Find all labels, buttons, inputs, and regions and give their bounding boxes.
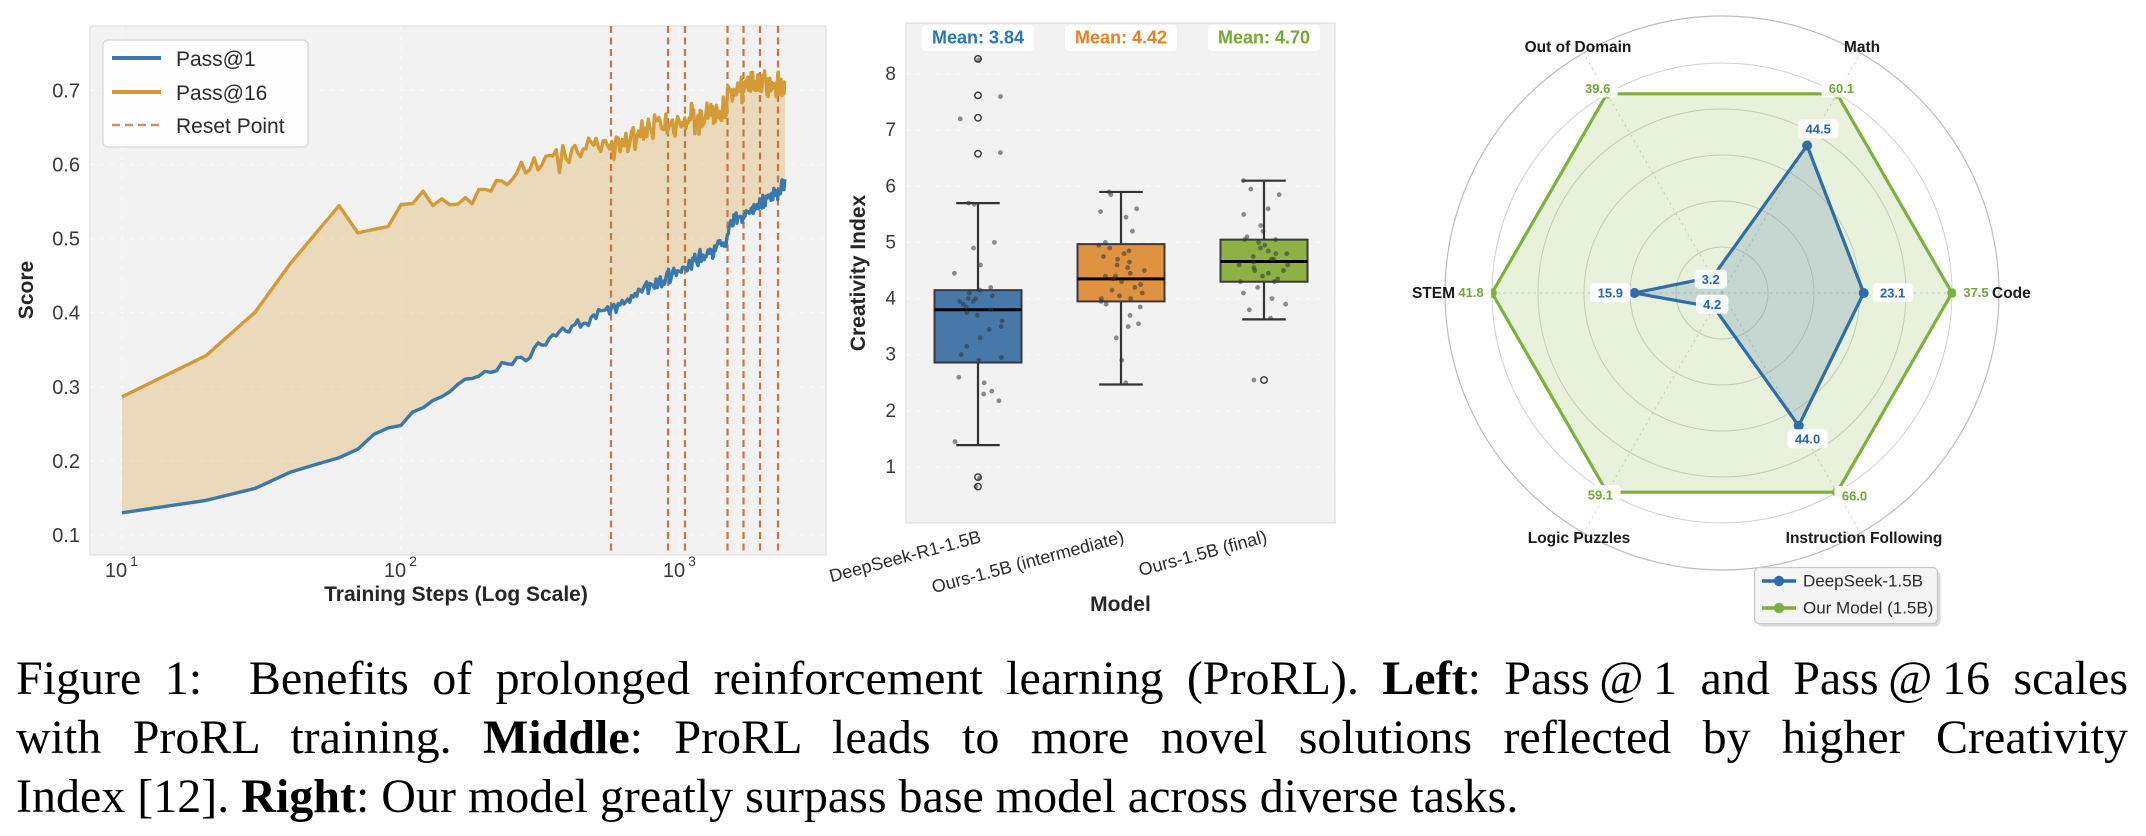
svg-text:1: 1 <box>885 457 896 478</box>
svg-text:Code: Code <box>1992 285 2031 302</box>
svg-text:10: 10 <box>384 560 406 582</box>
svg-text:Mean: 4.42: Mean: 4.42 <box>1075 28 1167 48</box>
svg-text:3: 3 <box>885 345 896 366</box>
svg-text:0.2: 0.2 <box>52 451 80 473</box>
svg-text:10: 10 <box>105 560 127 582</box>
svg-text:5: 5 <box>885 232 896 253</box>
svg-text:Out of Domain: Out of Domain <box>1525 39 1632 56</box>
svg-text:59.1: 59.1 <box>1588 487 1613 502</box>
svg-text:4: 4 <box>885 289 896 310</box>
svg-text:0.7: 0.7 <box>52 80 80 102</box>
svg-text:Creativity Index: Creativity Index <box>847 194 870 351</box>
svg-text:Mean: 4.70: Mean: 4.70 <box>1218 28 1310 48</box>
svg-text:Logic Puzzles: Logic Puzzles <box>1528 530 1631 547</box>
svg-text:41.8: 41.8 <box>1458 285 1483 300</box>
svg-text:2: 2 <box>885 401 896 422</box>
svg-text:1: 1 <box>130 553 138 569</box>
svg-text:6: 6 <box>885 176 896 197</box>
svg-text:Reset Point: Reset Point <box>176 115 285 138</box>
svg-text:60.1: 60.1 <box>1829 81 1854 96</box>
svg-text:DeepSeek-1.5B: DeepSeek-1.5B <box>1803 572 1923 591</box>
svg-text:0.3: 0.3 <box>52 377 80 399</box>
svg-text:Training Steps (Log Scale): Training Steps (Log Scale) <box>324 583 588 606</box>
svg-text:4.2: 4.2 <box>1703 297 1721 312</box>
svg-text:2: 2 <box>409 553 417 569</box>
svg-text:37.5: 37.5 <box>1963 285 1988 300</box>
svg-text:Mean: 3.84: Mean: 3.84 <box>932 28 1024 48</box>
svg-text:10: 10 <box>663 560 685 582</box>
svg-text:Instruction Following: Instruction Following <box>1786 530 1943 547</box>
svg-text:3: 3 <box>688 553 696 569</box>
svg-text:39.6: 39.6 <box>1585 81 1610 96</box>
svg-text:23.1: 23.1 <box>1880 286 1905 301</box>
svg-text:STEM: STEM <box>1412 285 1455 302</box>
svg-text:Ours-1.5B (final): Ours-1.5B (final) <box>1136 527 1269 580</box>
svg-text:15.9: 15.9 <box>1598 286 1623 301</box>
svg-text:0.1: 0.1 <box>52 525 80 547</box>
svg-text:Model: Model <box>1090 593 1151 616</box>
svg-text:Score: Score <box>15 261 38 319</box>
svg-text:8: 8 <box>885 64 896 85</box>
svg-text:0.6: 0.6 <box>52 155 80 177</box>
svg-text:Pass@1: Pass@1 <box>176 48 256 71</box>
svg-text:3.2: 3.2 <box>1702 272 1720 287</box>
svg-text:0.4: 0.4 <box>52 303 80 325</box>
svg-text:0.5: 0.5 <box>52 229 80 251</box>
svg-text:Pass@16: Pass@16 <box>176 82 267 105</box>
svg-text:66.0: 66.0 <box>1842 488 1867 503</box>
svg-text:Our Model (1.5B): Our Model (1.5B) <box>1803 599 1933 618</box>
svg-text:Math: Math <box>1844 39 1880 56</box>
svg-text:7: 7 <box>885 120 896 141</box>
svg-text:44.0: 44.0 <box>1795 432 1820 447</box>
svg-text:44.5: 44.5 <box>1806 122 1831 137</box>
